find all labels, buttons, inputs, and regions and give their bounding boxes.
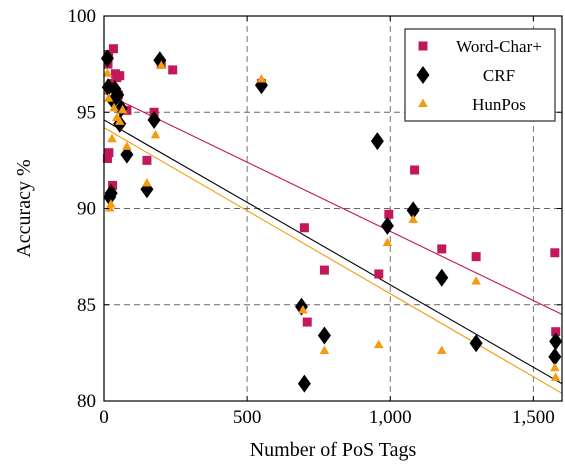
data-point-diamond — [297, 374, 311, 393]
data-point-square — [319, 265, 329, 275]
data-point-diamond — [370, 132, 384, 151]
data-point-diamond — [104, 184, 118, 203]
legend-item: HunPos — [418, 95, 526, 114]
trend-line — [103, 92, 563, 315]
data-point-square — [550, 248, 560, 258]
data-point-square — [410, 165, 420, 175]
legend-marker-square — [418, 41, 428, 51]
data-point-square — [299, 223, 309, 233]
legend-label: CRF — [483, 66, 515, 85]
series-triangle — [102, 60, 561, 381]
y-tick-labels: 80 85 90 95 100 — [68, 6, 97, 412]
data-point-square — [142, 155, 152, 165]
axis-ticks — [103, 15, 562, 402]
data-point-diamond — [380, 216, 394, 235]
data-point-square — [102, 153, 112, 163]
legend-box — [404, 28, 556, 122]
x-tick-labels: 0 500 1,000 1,500 — [99, 407, 555, 428]
data-point-square — [437, 244, 447, 254]
data-point-triangle — [156, 60, 167, 70]
data-point-triangle — [256, 74, 267, 83]
y-axis-title: Accuracy % — [13, 159, 35, 257]
data-point-square — [384, 209, 394, 219]
data-point-triangle — [106, 199, 116, 208]
data-point-triangle — [471, 276, 481, 285]
data-point-triangle — [117, 104, 128, 114]
data-point-triangle — [436, 345, 447, 354]
data-point-triangle — [142, 177, 152, 187]
trend-line — [103, 127, 563, 394]
y-tick-label: 100 — [68, 6, 97, 27]
data-point-triangle — [382, 237, 393, 247]
trend-line — [103, 119, 563, 385]
data-point-triangle — [109, 102, 119, 112]
data-point-triangle — [102, 68, 113, 77]
y-tick-label: 80 — [77, 391, 96, 412]
x-tick-label: 1,000 — [369, 407, 412, 428]
y-tick-label: 85 — [77, 295, 96, 316]
data-point-square — [374, 269, 384, 279]
data-point-square — [108, 180, 118, 190]
data-point-square — [551, 327, 561, 337]
data-point-diamond — [406, 201, 420, 220]
data-point-diamond — [549, 332, 563, 351]
data-point-triangle — [550, 372, 561, 381]
legend-item: CRF — [416, 66, 515, 85]
y-tick-label: 95 — [77, 102, 96, 123]
data-point-triangle — [103, 93, 114, 102]
data-point-square — [122, 105, 132, 115]
data-point-square — [108, 44, 118, 54]
legend-marker-triangle — [418, 98, 428, 107]
x-tick-label: 1,500 — [512, 407, 555, 428]
data-point-square — [168, 65, 178, 75]
data-point-diamond — [548, 347, 562, 366]
data-point-diamond — [469, 334, 483, 353]
legend-marker-diamond — [416, 66, 430, 84]
data-point-square — [115, 71, 125, 81]
data-point-square — [302, 317, 312, 327]
data-point-diamond — [147, 110, 161, 129]
data-point-triangle — [107, 133, 117, 143]
data-point-triangle — [408, 214, 418, 224]
data-point-triangle — [122, 141, 132, 150]
y-tick-label: 90 — [77, 199, 96, 220]
data-point-triangle — [114, 116, 125, 125]
data-point-triangle — [374, 339, 384, 349]
data-point-triangle — [298, 305, 308, 314]
legend-label: HunPos — [472, 95, 526, 114]
trend-lines — [103, 92, 563, 394]
data-point-triangle — [150, 129, 161, 139]
x-tick-label: 500 — [233, 407, 262, 428]
legend: Word-Char+ CRF HunPos — [404, 28, 556, 122]
data-point-diamond — [120, 145, 134, 164]
data-point-diamond — [435, 268, 449, 287]
data-point-diamond — [111, 85, 125, 104]
data-point-square — [104, 148, 114, 158]
data-point-triangle — [319, 345, 330, 354]
x-tick-label: 0 — [99, 407, 109, 428]
data-point-square — [471, 252, 481, 262]
x-axis-title: Number of PoS Tags — [250, 439, 417, 461]
data-point-triangle — [550, 362, 560, 372]
legend-label: Word-Char+ — [456, 37, 542, 56]
legend-item: Word-Char+ — [418, 37, 542, 56]
data-point-diamond — [317, 326, 331, 345]
